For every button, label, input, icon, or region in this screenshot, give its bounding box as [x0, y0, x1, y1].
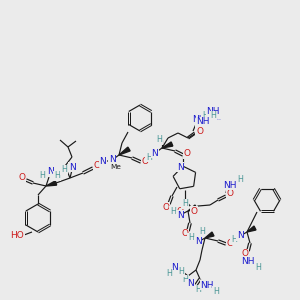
Text: H: H: [178, 268, 184, 277]
Text: O: O: [226, 238, 233, 247]
Text: O: O: [19, 173, 26, 182]
Text: H: H: [182, 275, 188, 284]
Text: H: H: [213, 286, 219, 296]
Polygon shape: [46, 181, 57, 186]
Text: N: N: [69, 163, 75, 172]
Text: N: N: [46, 167, 53, 176]
Text: H: H: [170, 206, 176, 215]
Text: N: N: [177, 163, 183, 172]
Text: H: H: [206, 109, 212, 118]
Text: NH: NH: [192, 116, 206, 124]
Polygon shape: [205, 232, 214, 238]
Polygon shape: [119, 147, 130, 155]
Text: N: N: [172, 262, 178, 272]
Text: H: H: [210, 112, 216, 121]
Text: H: H: [146, 152, 152, 161]
Text: N: N: [100, 158, 106, 166]
Text: H: H: [61, 166, 67, 175]
Text: NH2 fix - actually just NH: NH2 fix - actually just NH: [203, 118, 221, 120]
Text: O: O: [226, 190, 233, 199]
Text: H: H: [237, 175, 243, 184]
Text: NH: NH: [196, 118, 210, 127]
Text: NH: NH: [200, 280, 214, 290]
Text: N: N: [195, 238, 201, 247]
Text: O: O: [182, 230, 188, 238]
Text: H: H: [255, 262, 261, 272]
Text: N: N: [237, 232, 243, 241]
Polygon shape: [188, 205, 197, 211]
Text: H: H: [202, 112, 208, 121]
Text: H: H: [195, 286, 201, 295]
Text: N: N: [188, 280, 194, 289]
Text: NH: NH: [223, 181, 237, 190]
Text: H: H: [231, 236, 237, 244]
Text: NH: NH: [241, 256, 255, 266]
Text: O: O: [242, 250, 248, 259]
Text: NH: NH: [206, 107, 220, 116]
Text: H: H: [54, 172, 60, 181]
Text: H: H: [199, 226, 205, 236]
Text: O: O: [142, 157, 148, 166]
Text: O: O: [184, 149, 190, 158]
Text: N: N: [109, 155, 116, 164]
Text: O: O: [196, 125, 202, 134]
Text: N: N: [177, 211, 183, 220]
Text: O: O: [176, 206, 184, 215]
Text: H: H: [166, 268, 172, 278]
Text: H: H: [188, 233, 194, 242]
Text: H: H: [39, 172, 45, 181]
Polygon shape: [162, 142, 173, 148]
Text: O: O: [163, 202, 170, 211]
Text: O: O: [196, 127, 203, 136]
Text: O: O: [190, 206, 197, 215]
Text: N: N: [152, 148, 158, 158]
Polygon shape: [247, 226, 256, 232]
Text: H: H: [182, 200, 188, 208]
Text: O: O: [94, 160, 100, 169]
Text: HO: HO: [10, 230, 24, 239]
Text: Me: Me: [111, 164, 122, 170]
Text: H: H: [156, 136, 162, 145]
